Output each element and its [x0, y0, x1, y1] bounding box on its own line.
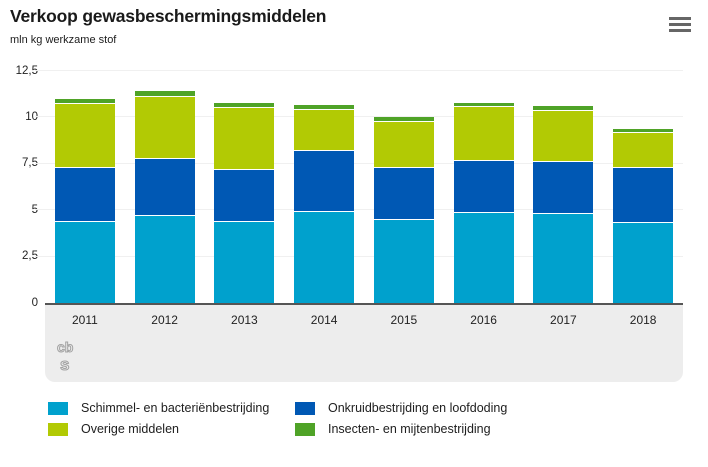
x-axis-category-label: 2013 [231, 313, 258, 327]
legend-item[interactable]: Insecten- en mijtenbestrijding [295, 422, 507, 436]
bar-segment[interactable] [533, 213, 594, 303]
bar-segment[interactable] [134, 159, 195, 216]
legend-swatch-icon [295, 422, 315, 436]
bar-segment[interactable] [54, 98, 115, 105]
hamburger-menu-icon [669, 17, 691, 20]
x-axis-category-label: 2012 [151, 313, 178, 327]
legend-label: Schimmel- en bacteriënbestrijding [81, 401, 270, 415]
y-axis-tick-label: 2,5 [22, 250, 38, 263]
y-axis-tick-label: 12,5 [15, 64, 38, 77]
bar-segment[interactable] [54, 222, 115, 303]
x-axis-category-label: 2017 [550, 313, 577, 327]
bar-segment[interactable] [533, 110, 594, 162]
cbs-logo-text-s: s [60, 355, 69, 374]
bar-segment[interactable] [294, 150, 355, 213]
bar-segment[interactable] [533, 106, 594, 111]
bar-segment[interactable] [373, 220, 434, 303]
chart-title: Verkoop gewasbeschermingsmiddelen [10, 6, 327, 26]
y-axis-tick-label: 7,5 [22, 157, 38, 170]
bar-segment[interactable] [373, 167, 434, 221]
x-axis-category-label: 2014 [310, 313, 338, 327]
legend-label: Onkruidbestrijding en loofdoding [328, 401, 508, 415]
bar-segment[interactable] [613, 128, 674, 134]
legend-item[interactable]: Schimmel- en bacteriënbestrijding [48, 401, 295, 415]
bar-segment[interactable] [453, 212, 514, 303]
bar-segment[interactable] [54, 104, 115, 168]
chart-legend: Schimmel- en bacteriënbestrijding Onkruid… [48, 401, 507, 436]
legend-label: Overige middelen [81, 422, 179, 436]
bar-segment[interactable] [214, 108, 275, 171]
bar-segment[interactable] [453, 107, 514, 162]
gridline [35, 255, 683, 257]
gridline [35, 116, 683, 118]
gridline [35, 70, 683, 71]
bar-segment[interactable] [214, 102, 275, 109]
bar-segment[interactable] [453, 161, 514, 213]
bar-segment[interactable] [214, 170, 275, 223]
x-axis-category-label: 2015 [390, 313, 418, 327]
y-axis-tick-label: 5 [0, 204, 38, 217]
legend-swatch-icon [48, 422, 68, 436]
bar-segment[interactable] [294, 109, 355, 151]
hamburger-menu-icon [669, 23, 691, 26]
legend-swatch-icon [295, 401, 315, 415]
bar-segment[interactable] [613, 133, 674, 168]
legend-label: Insecten- en mijtenbestrijding [328, 422, 491, 436]
bar-segment[interactable] [134, 215, 195, 303]
legend-swatch-icon [48, 401, 68, 415]
bar-segment[interactable] [214, 222, 275, 303]
bar-segment[interactable] [294, 105, 355, 110]
legend-item[interactable]: Onkruidbestrijding en loofdoding [295, 401, 507, 415]
gridline [35, 209, 683, 211]
cbs-logo-text-cb: cb [57, 339, 73, 355]
bar-segment[interactable] [453, 102, 514, 108]
y-axis-tick-label: 0 [31, 296, 38, 309]
bar-segment[interactable] [134, 91, 195, 97]
gridline [35, 162, 683, 164]
y-axis: 0 2,5 5 7,5 10 12,5 [0, 65, 38, 309]
bar-segment[interactable] [533, 161, 594, 214]
bar-segment[interactable] [373, 122, 434, 168]
x-axis-category-label: 2011 [71, 313, 98, 327]
x-axis-strip: cb s 2011 2012 2013 2014 2015 2016 2017 2018 [45, 303, 683, 382]
chart-subtitle: mln kg werkzame stof [10, 34, 117, 46]
bar-segment[interactable] [134, 97, 195, 160]
chart-menu-button[interactable] [669, 17, 691, 32]
x-axis-category-label: 2018 [629, 313, 657, 327]
bar-segment[interactable] [613, 223, 674, 303]
hamburger-menu-icon [669, 29, 691, 32]
plot-area [35, 70, 683, 303]
y-axis-tick-label: 10 [25, 110, 38, 123]
cbs-logo: cb s [57, 339, 74, 375]
bar-segment[interactable] [294, 212, 355, 303]
bar-segment[interactable] [613, 167, 674, 224]
legend-item[interactable]: Overige middelen [48, 422, 295, 436]
x-axis-category-label: 2016 [470, 313, 497, 327]
bar-segment[interactable] [373, 117, 434, 123]
bar-segment[interactable] [54, 167, 115, 223]
